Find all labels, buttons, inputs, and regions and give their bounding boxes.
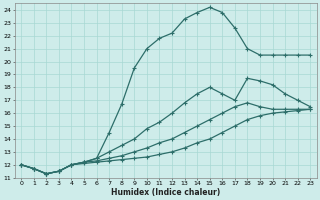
X-axis label: Humidex (Indice chaleur): Humidex (Indice chaleur) (111, 188, 220, 197)
